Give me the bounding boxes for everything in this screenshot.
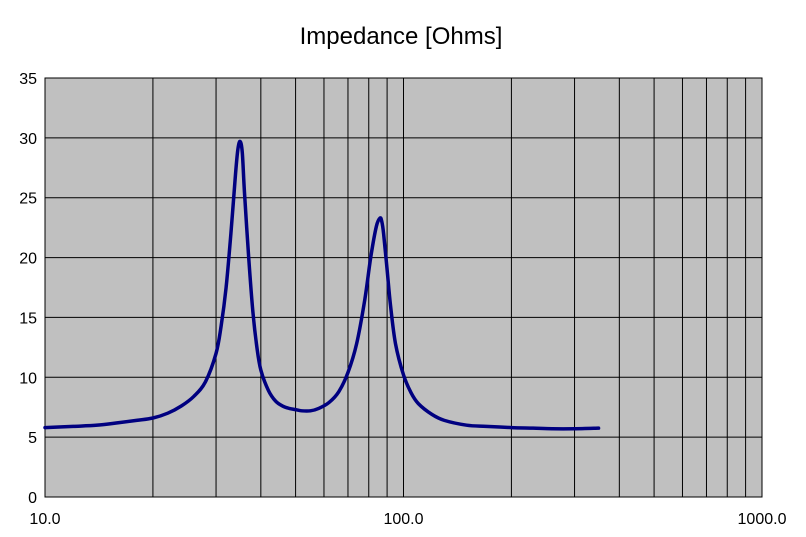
chart-title: Impedance [Ohms]: [300, 23, 503, 50]
grid-lines: [44, 77, 763, 498]
y-tick-label: 35: [19, 71, 37, 88]
plot-border: [44, 77, 763, 498]
x-tick-label: 100.0: [383, 511, 423, 528]
x-tick-label: 10.0: [29, 511, 60, 528]
x-axis-tick-labels: 10.0 100.0 1000.0: [29, 511, 786, 528]
x-tick-label: 1000.0: [738, 511, 787, 528]
y-tick-label: 10: [19, 370, 37, 387]
impedance-curve: [43, 139, 601, 431]
y-tick-label: 15: [19, 310, 37, 327]
y-tick-label: 30: [19, 131, 37, 148]
y-tick-label: 5: [28, 430, 37, 447]
y-tick-label: 25: [19, 191, 37, 208]
y-tick-label: 0: [28, 490, 37, 507]
y-tick-label: 20: [19, 251, 37, 268]
y-axis-tick-labels: 0 5 10 15 20 25 30 35: [19, 71, 37, 507]
